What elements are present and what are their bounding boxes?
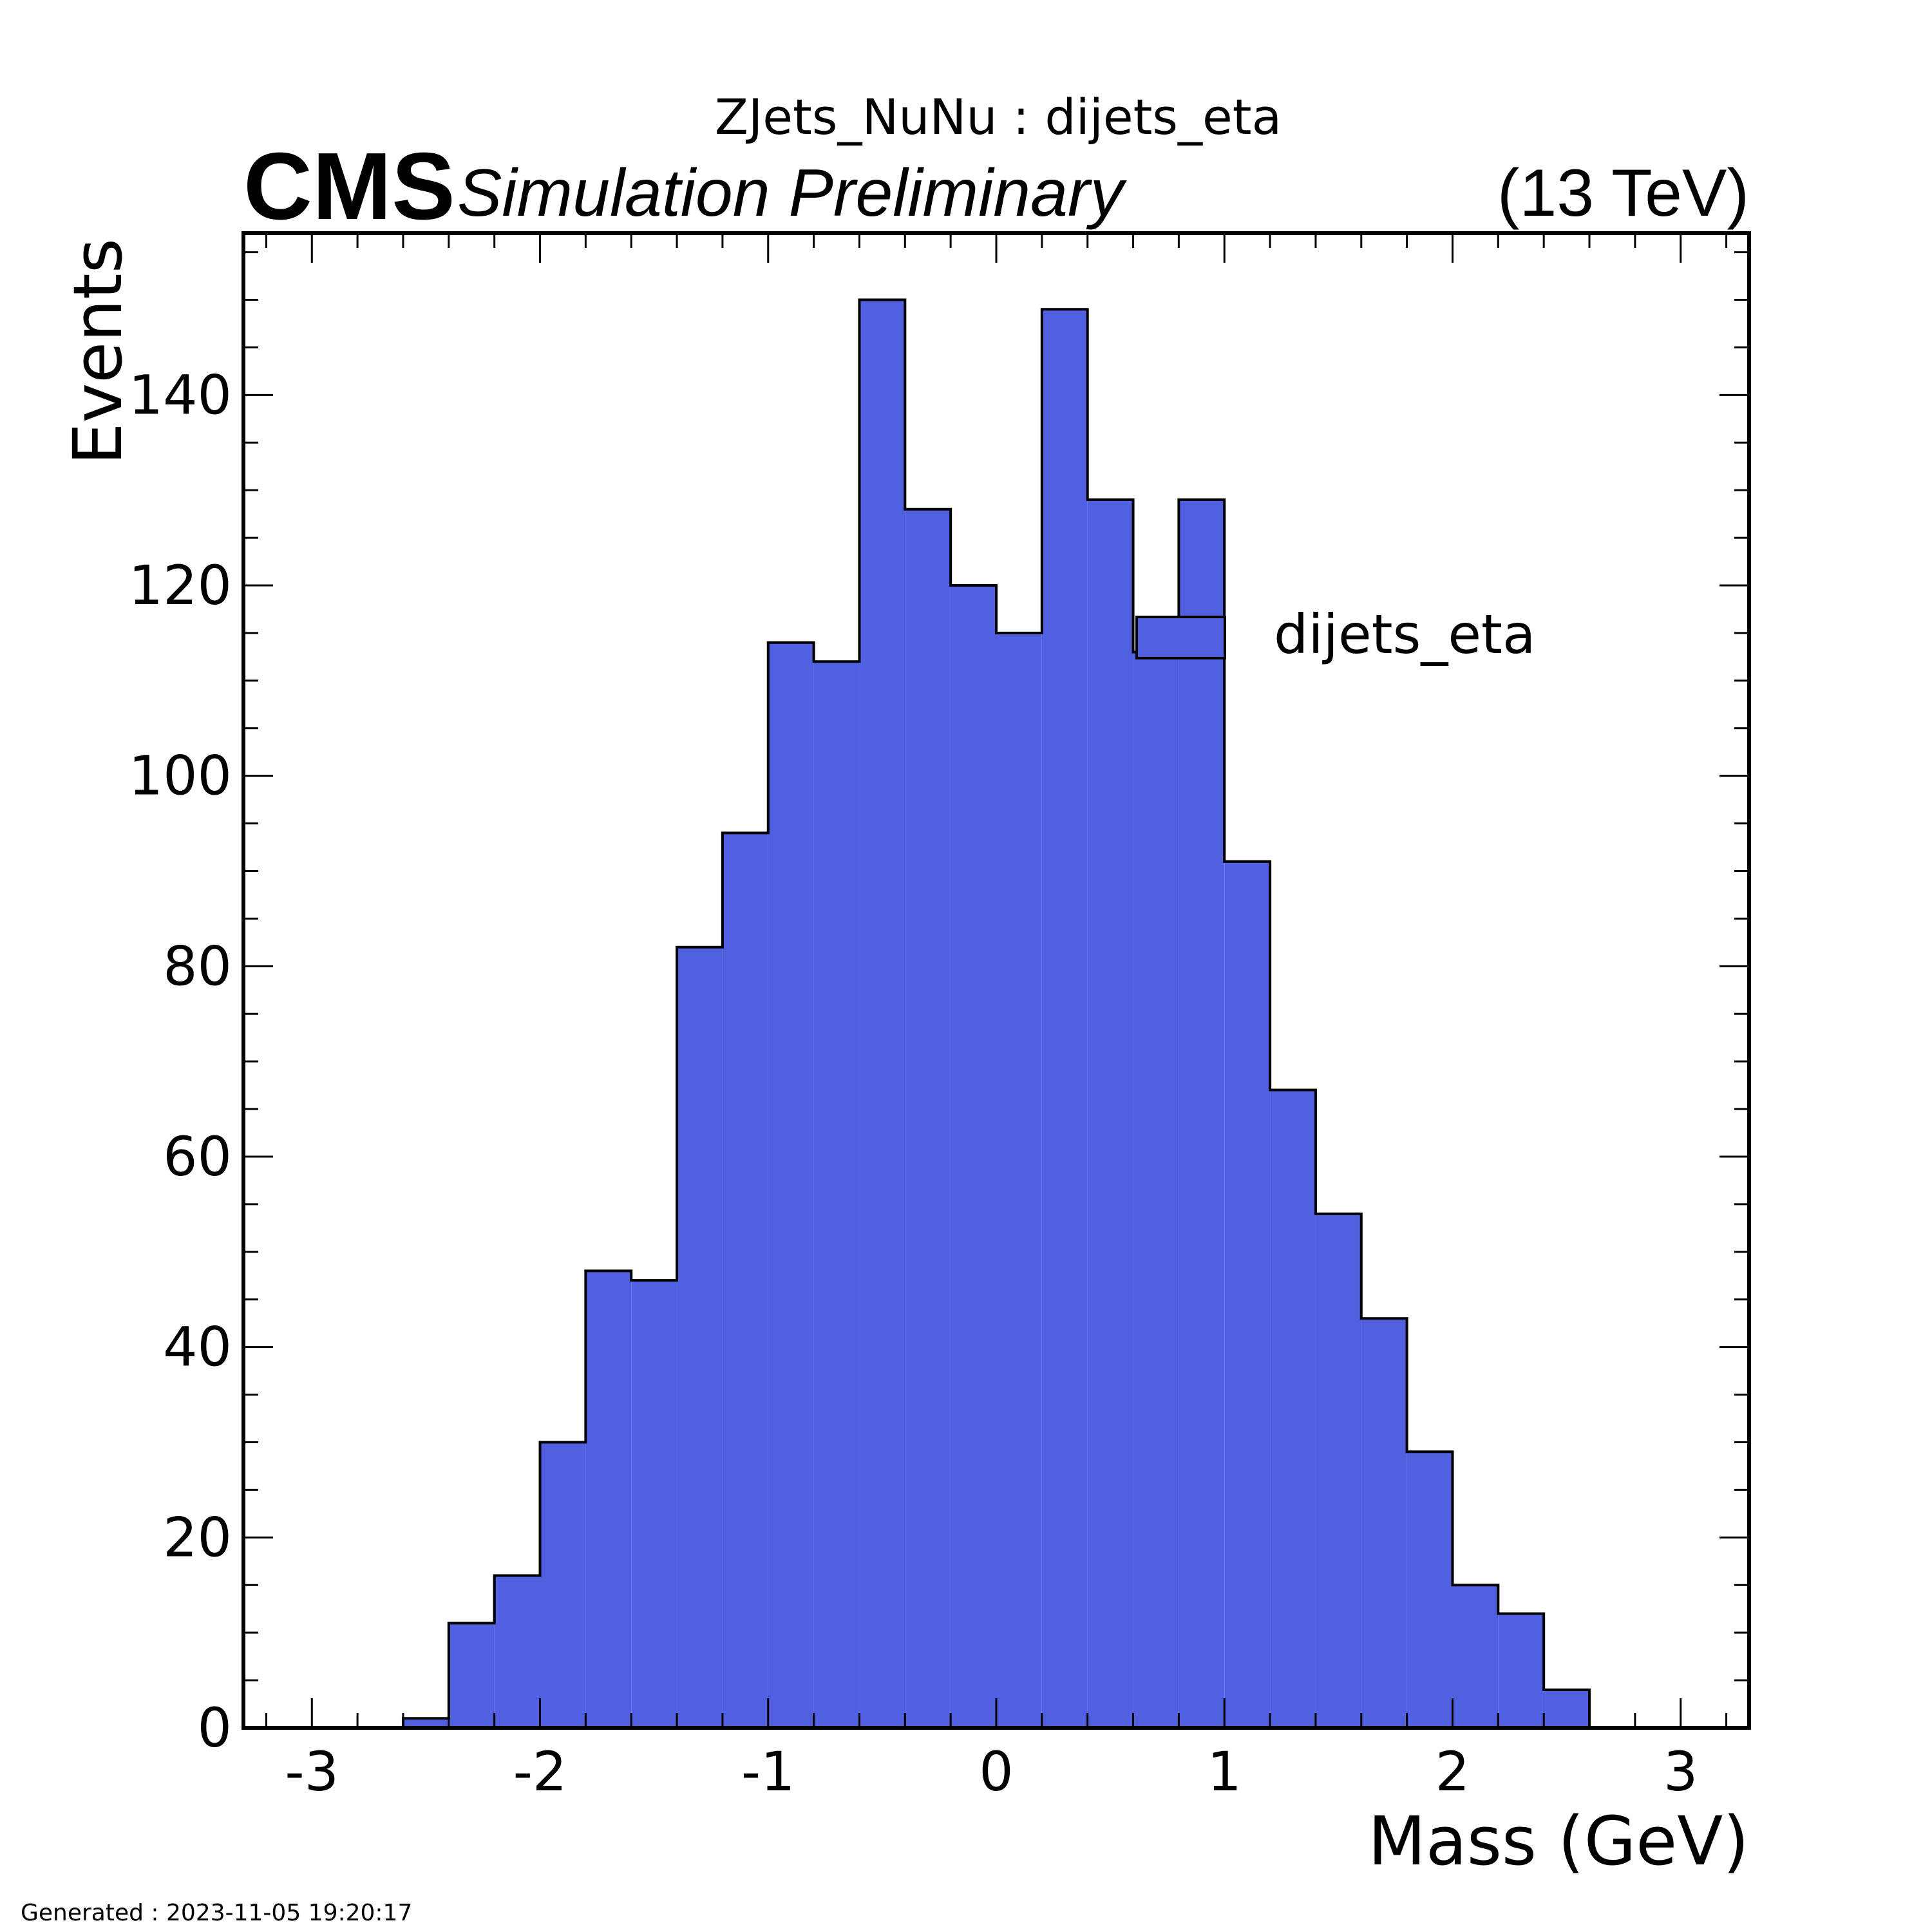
energy-label: (13 TeV): [1497, 156, 1749, 231]
x-tick-label: 3: [1663, 1740, 1698, 1803]
histogram-bar: [631, 1280, 677, 1728]
histogram-bar: [402, 1718, 449, 1728]
histogram-bar: [585, 1271, 632, 1728]
histogram-bar: [1041, 309, 1088, 1728]
y-tick-labels: 0 20 40 60 80 100 120 140: [129, 363, 232, 1759]
chart-title: ZJets_NuNu : dijets_eta: [715, 88, 1282, 146]
histogram-bar: [905, 509, 951, 1728]
y-axis-label: Events: [59, 238, 137, 465]
x-tick-label: -1: [741, 1740, 795, 1803]
histogram-bar: [1544, 1689, 1590, 1728]
y-tick-label: 0: [198, 1696, 232, 1759]
generated-timestamp: Generated : 2023-11-05 19:20:17: [21, 1900, 412, 1926]
y-tick-label: 120: [129, 554, 232, 617]
cms-sublabel: Simulation Preliminary: [457, 156, 1128, 231]
y-tick-label: 20: [163, 1506, 232, 1569]
histogram-bar: [722, 833, 768, 1728]
histogram-bar: [448, 1623, 495, 1728]
histogram-bar: [1179, 499, 1225, 1728]
cms-label: CMS: [243, 133, 455, 240]
histogram-bar: [1361, 1318, 1407, 1728]
y-tick-label: 60: [163, 1125, 232, 1188]
histogram-bar: [951, 585, 996, 1728]
histogram-bar: [540, 1442, 586, 1728]
histogram-bar: [1224, 861, 1271, 1728]
histogram-bar: [996, 632, 1042, 1728]
histogram-bar: [768, 642, 814, 1728]
histogram-bar: [494, 1575, 540, 1728]
y-tick-label: 80: [163, 934, 232, 998]
histogram-bar: [1087, 499, 1133, 1728]
histogram-bar: [677, 947, 723, 1728]
legend-swatch: [1135, 616, 1226, 659]
histogram-bar: [1315, 1213, 1361, 1728]
legend: dijets_eta: [1135, 603, 1535, 666]
histogram-bar: [1498, 1613, 1544, 1728]
x-tick-labels: -3 -2 -1 0 1 2 3: [285, 1740, 1698, 1803]
x-tick-label: 0: [979, 1740, 1013, 1803]
histogram-outline: [312, 298, 1681, 1729]
y-tick-label: 100: [129, 744, 232, 808]
x-tick-label: -3: [285, 1740, 339, 1803]
plot-frame: [242, 231, 1751, 1730]
histogram-bar: [859, 299, 905, 1728]
histogram-bar: [813, 661, 860, 1728]
x-tick-label: 2: [1435, 1740, 1470, 1803]
x-tick-label: 1: [1208, 1740, 1242, 1803]
x-tick-label: -2: [513, 1740, 567, 1803]
legend-label: dijets_eta: [1274, 603, 1535, 666]
histogram-bar: [1406, 1452, 1453, 1728]
histogram-bars: [312, 298, 1681, 1729]
x-axis-label: Mass (GeV): [1368, 1802, 1749, 1880]
axis-ticks: [243, 233, 1749, 1729]
y-tick-label: 140: [129, 363, 232, 426]
histogram-bar: [1133, 652, 1179, 1728]
histogram-bar: [1452, 1585, 1499, 1728]
y-tick-label: 40: [163, 1316, 232, 1379]
histogram-bar: [1270, 1090, 1316, 1728]
